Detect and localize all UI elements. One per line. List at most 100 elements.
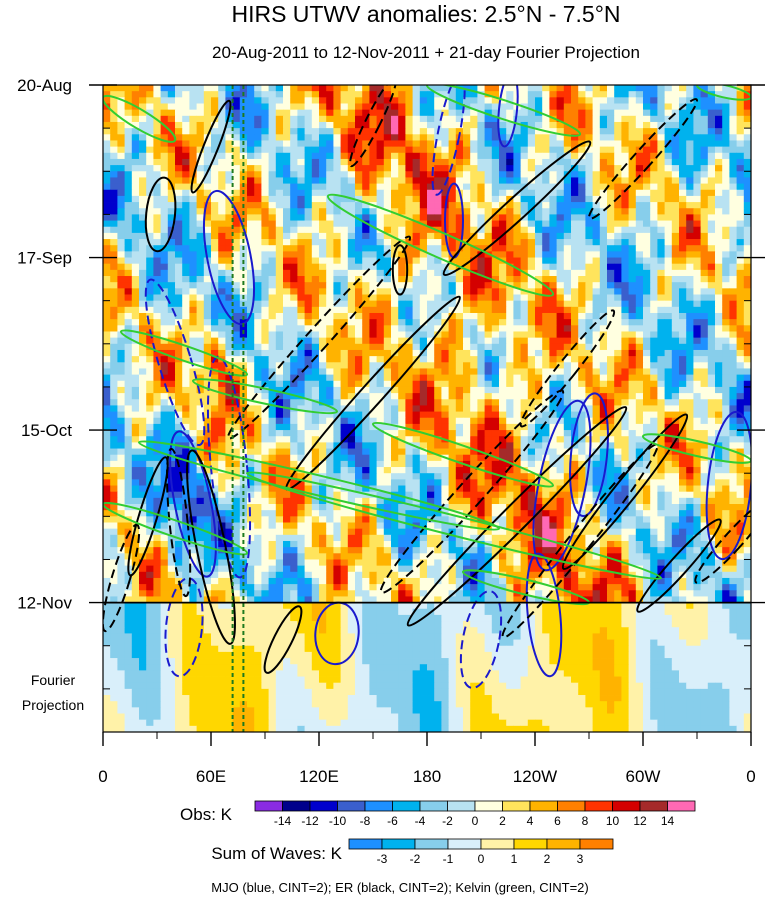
x-tick-label: 60E — [196, 767, 226, 786]
colorbar-swatch — [419, 800, 448, 812]
colorbar-label: Sum of Waves: K — [211, 844, 342, 863]
mjo-contour — [169, 430, 217, 578]
colorbar-swatch — [667, 800, 696, 812]
colorbar-level: -6 — [387, 814, 398, 828]
colorbar-swatch — [584, 800, 613, 812]
colorbar-swatch — [579, 838, 614, 850]
colorbar-swatch — [337, 800, 366, 812]
colorbar-level: 0 — [478, 852, 485, 866]
er-contour — [263, 605, 303, 674]
colorbar-swatch — [546, 838, 581, 850]
er-contour — [694, 498, 751, 584]
x-tick-label: 0 — [746, 767, 755, 786]
er-contour — [587, 98, 699, 220]
colorbar-level: 4 — [527, 814, 534, 828]
colorbar-level: 0 — [472, 814, 479, 828]
kelvin-contour — [191, 378, 339, 415]
colorbar-swatch — [474, 800, 503, 812]
colorbar-swatch — [447, 800, 476, 812]
colorbar-level: -3 — [377, 852, 388, 866]
er-contour — [349, 85, 397, 168]
er-contour — [636, 518, 722, 613]
colorbar-level: 8 — [582, 814, 589, 828]
mjo-contour — [532, 399, 592, 572]
plot-area — [103, 85, 751, 732]
er-contour — [190, 99, 232, 194]
colorbar-level: 10 — [606, 814, 620, 828]
obs-colorbar: Obs: K -14 -12 -10 -8 -6 -4 -2 0 2 4 6 8 10 12 14 — [180, 800, 696, 828]
projection-label-line-1: Fourier — [31, 672, 76, 688]
chart-subtitle: 20-Aug-2011 to 12-Nov-2011 + 21-day Four… — [212, 43, 640, 62]
x-tick-label: 60W — [626, 767, 661, 786]
kelvin-contour — [119, 329, 249, 377]
y-tick-label: 12-Nov — [17, 594, 72, 613]
colorbar-swatch — [612, 800, 641, 812]
waves-colorbar: Sum of Waves: K -3 -2 -1 0 1 2 3 — [211, 838, 614, 866]
colorbar-swatch — [392, 800, 421, 812]
colorbar-swatch — [529, 800, 558, 812]
colorbar-level: 12 — [633, 814, 647, 828]
colorbar-level: 14 — [661, 814, 675, 828]
colorbar-swatch — [309, 800, 338, 812]
kelvin-contour — [137, 440, 501, 531]
colorbar-swatch — [513, 838, 548, 850]
colorbar-level: -1 — [443, 852, 454, 866]
projection-label: Fourier Projection — [22, 672, 84, 713]
colorbar-label: Obs: K — [180, 805, 233, 824]
colorbar-level: 6 — [554, 814, 561, 828]
colorbar-swatch — [348, 838, 383, 850]
er-contour — [127, 456, 169, 577]
colorbar-level: 3 — [577, 852, 584, 866]
reference-lines — [231, 85, 245, 732]
er-contour — [519, 309, 616, 428]
x-tick-label: 120E — [299, 767, 339, 786]
mjo-contour — [164, 577, 204, 678]
colorbar-swatch — [557, 800, 586, 812]
colorbar-level: -12 — [301, 814, 319, 828]
colorbar-level: 1 — [511, 852, 518, 866]
x-tick-label: 120W — [513, 767, 557, 786]
er-contour — [144, 176, 177, 253]
er-contour — [391, 244, 409, 296]
y-axis: 20-Aug 17-Sep 15-Oct 12-Nov — [17, 76, 765, 733]
colorbar-level: -8 — [360, 814, 371, 828]
kelvin-contour — [371, 421, 555, 488]
x-tick-label: 180 — [413, 767, 441, 786]
colorbar-level: 2 — [499, 814, 506, 828]
colorbar-level: -14 — [274, 814, 292, 828]
projection-label-line-2: Projection — [22, 697, 84, 713]
colorbar-swatch — [414, 838, 449, 850]
y-tick-label: 20-Aug — [17, 76, 72, 95]
colorbar-swatch — [502, 800, 531, 812]
colorbar-swatch — [639, 800, 668, 812]
x-tick-label: 0 — [98, 767, 107, 786]
y-tick-label: 15-Oct — [21, 421, 72, 440]
mjo-contour — [202, 189, 256, 326]
kelvin-contour — [425, 85, 582, 137]
colorbar-swatch — [480, 838, 515, 850]
er-contour — [186, 449, 236, 645]
chart-title: HIRS UTWV anomalies: 2.5°N - 7.5°N — [231, 1, 620, 27]
er-contour — [379, 389, 565, 594]
colorbar-swatch — [364, 800, 393, 812]
er-contour — [561, 413, 689, 570]
y-tick-label: 17-Sep — [17, 249, 72, 268]
contour-legend: MJO (blue, CINT=2); ER (black, CINT=2); … — [211, 880, 588, 895]
colorbar-level: -2 — [442, 814, 453, 828]
mjo-contour — [431, 85, 466, 196]
mjo-contour — [144, 278, 206, 447]
kelvin-contour — [245, 471, 663, 580]
er-contour — [226, 235, 412, 440]
colorbar-level: -2 — [410, 852, 421, 866]
colorbar-level: -4 — [415, 814, 426, 828]
colorbar-swatch — [282, 800, 311, 812]
mjo-contour — [497, 85, 519, 148]
colorbar-level: 2 — [544, 852, 551, 866]
colorbar-level: -10 — [329, 814, 347, 828]
colorbar-swatch — [447, 838, 482, 850]
anomaly-heatmap — [103, 85, 751, 732]
er-contour — [442, 140, 592, 277]
colorbar-swatch — [254, 800, 283, 812]
mjo-contour — [459, 590, 503, 690]
